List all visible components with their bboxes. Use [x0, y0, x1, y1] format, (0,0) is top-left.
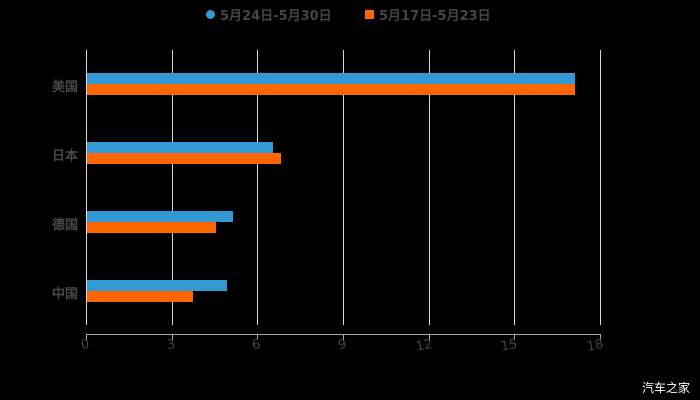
x-tick-label: 6 [250, 337, 262, 354]
category-label: 中国 [51, 287, 78, 302]
axis-tick [600, 334, 601, 340]
category-label: 日本 [51, 149, 78, 164]
x-axis-line [86, 334, 601, 335]
gridline [86, 50, 87, 325]
gridline [514, 50, 515, 325]
legend-item-week-2[interactable]: 5月24日-5月30日 [206, 4, 332, 24]
bar[interactable] [87, 280, 227, 291]
bar[interactable] [87, 84, 576, 95]
x-tick-label: 15 [499, 337, 519, 355]
bar[interactable] [87, 211, 233, 222]
axis-tick [257, 334, 258, 340]
axis-tick [343, 334, 344, 340]
chart-legend: 5月24日-5月30日 5月17日-5月23日 [0, 4, 700, 24]
bar[interactable] [87, 222, 216, 233]
axis-tick [86, 334, 87, 340]
x-tick-label: 18 [585, 337, 605, 355]
x-tick-label: 0 [79, 337, 91, 354]
gridline [429, 50, 430, 325]
legend-circle-icon [206, 9, 215, 19]
axis-tick [172, 334, 173, 340]
bar[interactable] [87, 291, 193, 302]
legend-label: 5月17日-5月23日 [379, 8, 491, 24]
legend-square-icon [365, 9, 374, 19]
x-tick-label: 9 [336, 337, 348, 354]
bar[interactable] [87, 153, 282, 164]
gridline [343, 50, 344, 325]
legend-label: 5月24日-5月30日 [220, 8, 332, 24]
x-tick-label: 3 [165, 337, 177, 354]
gridline [172, 50, 173, 325]
watermark: 汽车之家 [641, 381, 690, 395]
gridline [600, 50, 601, 325]
bar[interactable] [87, 73, 576, 84]
category-label: 美国 [51, 80, 78, 95]
axis-tick [429, 334, 430, 340]
bar[interactable] [87, 142, 273, 153]
axis-tick [514, 334, 515, 340]
gridline [257, 50, 258, 325]
category-label: 德国 [51, 218, 78, 233]
legend-item-week-1[interactable]: 5月17日-5月23日 [365, 4, 491, 24]
x-tick-label: 12 [414, 337, 434, 355]
